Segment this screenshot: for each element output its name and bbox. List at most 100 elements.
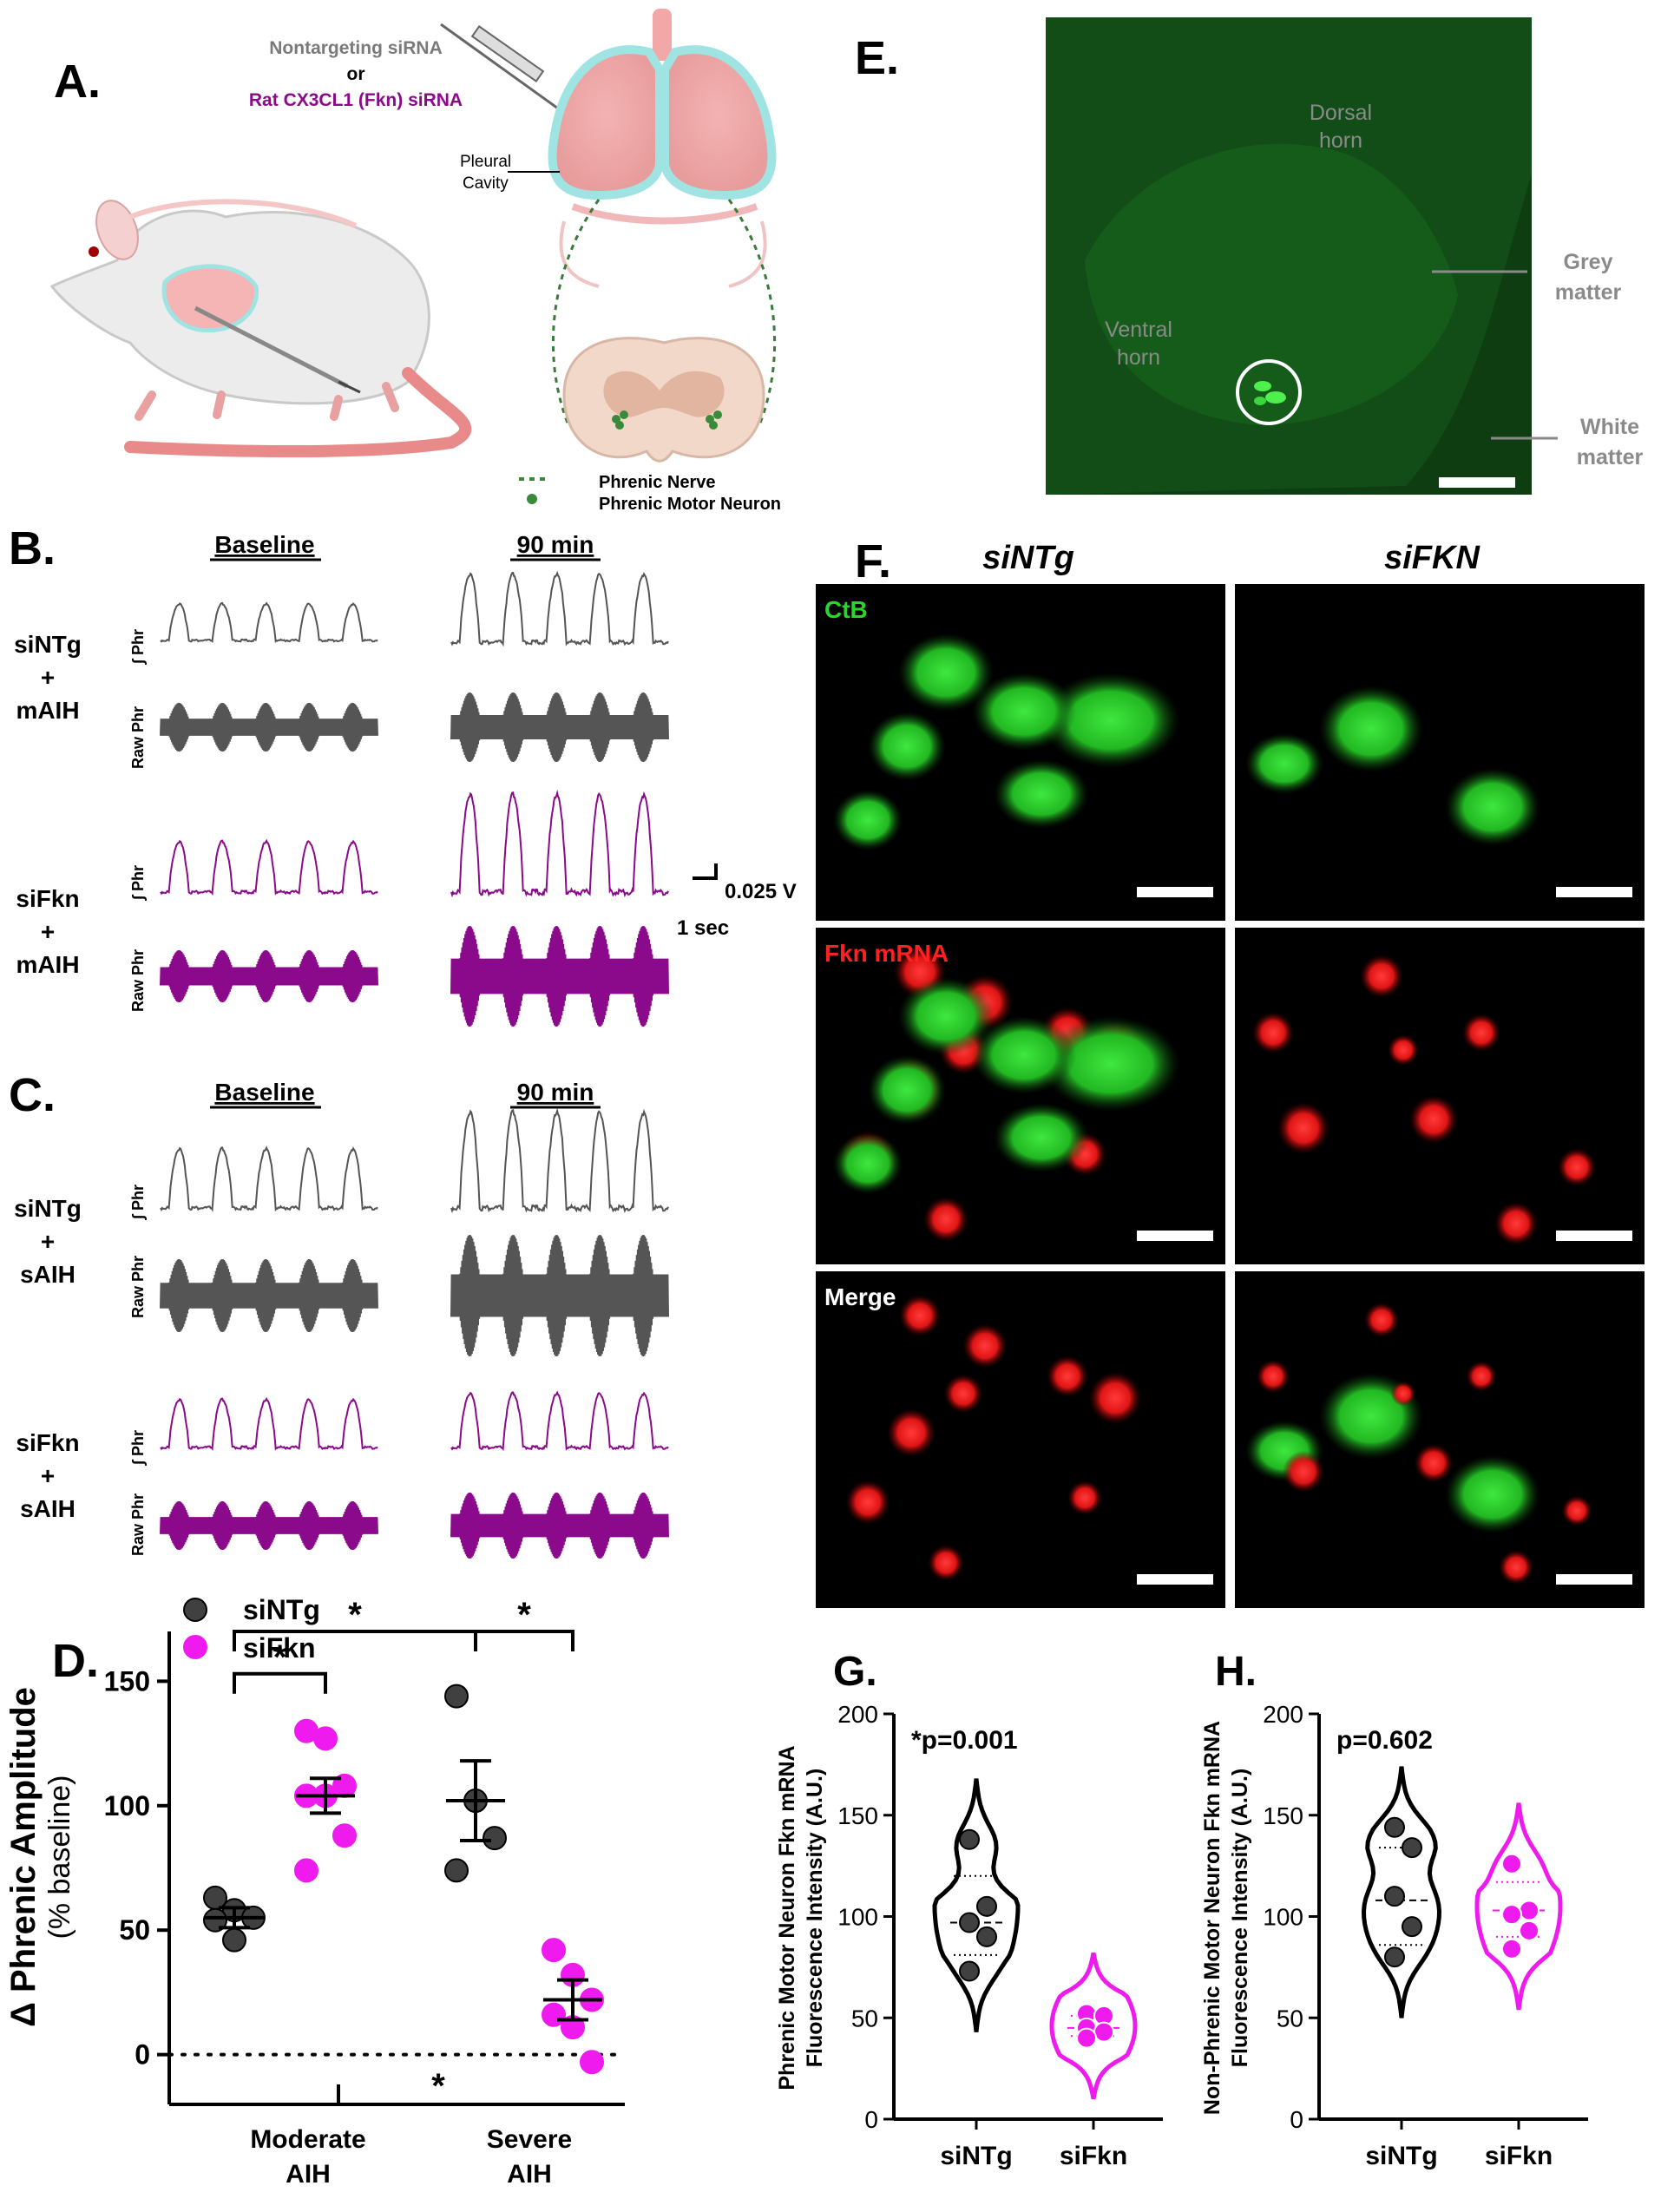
v-ytick-label: 150 <box>837 1802 878 1829</box>
pleural-line1: Pleural <box>460 153 511 171</box>
pleural-line2: Cavity <box>463 174 509 193</box>
grey-line1: Grey <box>1564 250 1613 274</box>
panel-g: G. 0 50 100 150 200 Phrenic Motor Neuron Fkn … <box>775 1649 1163 2170</box>
c-raw-label-1: Raw Phr <box>129 1256 147 1318</box>
ctb-cell <box>1245 733 1323 794</box>
trace-c-sifkn-base-raw <box>160 1500 378 1551</box>
v-point <box>1519 1920 1540 1941</box>
trace-c-sintg-90-raw <box>450 1235 669 1357</box>
fkn-cell <box>1388 1034 1419 1066</box>
b-row1-line3: mAIH <box>16 697 79 724</box>
fkn-cell <box>1558 1148 1596 1186</box>
ctb-cell <box>833 790 903 850</box>
ctb-cell <box>1445 768 1540 846</box>
merge-cell-red <box>887 1408 936 1457</box>
b-row1-line1: siNTg <box>14 631 82 658</box>
v-ytick-label: 200 <box>837 1701 878 1728</box>
merge-cell-red <box>1256 1359 1290 1394</box>
c-row2-plus: + <box>41 1462 55 1489</box>
v-point <box>1384 1816 1405 1838</box>
v-ytick-label: 100 <box>837 1904 878 1931</box>
scale-bar <box>1439 477 1515 488</box>
v-ytick-label: 150 <box>1263 1802 1303 1829</box>
d-legend-sintg: siNTg <box>243 1594 320 1625</box>
merge-cell-red <box>1088 1371 1142 1425</box>
b-int-label-1: ∫ Phr <box>129 629 147 665</box>
trace-c-sintg-90-int <box>450 1107 669 1214</box>
merge-cell-red <box>1390 1381 1416 1407</box>
trace-b-sifkn-90-raw <box>450 926 669 1027</box>
trace-b-sintg-90-raw <box>450 692 669 763</box>
panel-f: F. siNTg siFKN CtB Fkn mRNA Merge <box>816 535 1645 1608</box>
v-point <box>1076 2027 1097 2049</box>
scale-t: 1 sec <box>677 916 729 940</box>
merge-cell-red <box>1067 1480 1102 1515</box>
b-raw-label-1: Raw Phr <box>129 706 147 769</box>
b-row2-plus: + <box>41 918 55 945</box>
v-point <box>1384 1946 1405 1968</box>
d-bracket <box>337 2084 538 2106</box>
v-violin <box>932 1778 1021 2032</box>
d-ytick-label: 50 <box>119 1914 150 1946</box>
d-legend-marker-sifkn <box>183 1635 207 1659</box>
fkn-cell <box>1277 1102 1329 1154</box>
legend-neuron: Phrenic Motor Neuron <box>599 495 781 514</box>
v-ytick-label: 50 <box>1277 2005 1303 2031</box>
d-sig: * <box>517 1596 531 1634</box>
c-col-90: 90 min <box>517 1079 594 1106</box>
merge-cell-red <box>1499 1550 1533 1585</box>
v-point <box>1519 1900 1540 1921</box>
scale-v: 0.025 V <box>725 880 797 903</box>
f-row1: CtB <box>824 596 868 623</box>
v-point <box>1402 1837 1422 1859</box>
d-bracket <box>474 1630 574 1651</box>
v-point <box>976 1926 997 1947</box>
dorsal-line1: Dorsal <box>1310 101 1372 125</box>
v-xtick-label: siFkn <box>1060 2142 1127 2170</box>
fkn-cell <box>1462 1014 1500 1052</box>
f-row3: Merge <box>824 1283 896 1310</box>
injection-line1: Nontargeting siRNA <box>269 38 443 58</box>
panel-g-label: G. <box>833 1649 877 1695</box>
d-legend-marker-sintg <box>183 1598 207 1622</box>
v-xtick-label: siNTg <box>1365 2142 1437 2170</box>
d-point <box>483 1826 507 1851</box>
ctb-cell <box>994 759 1089 829</box>
d-point <box>542 1938 566 1963</box>
fkn-cell <box>1409 1095 1458 1144</box>
v-violin <box>1361 1766 1442 2018</box>
f-col1: siNTg <box>982 540 1074 576</box>
motor-pool-circle <box>1236 359 1302 425</box>
merge-cell-green <box>972 1016 1076 1094</box>
d-xtick-label: Severe <box>487 2125 572 2154</box>
v-xtick-label: siFkn <box>1485 2142 1553 2170</box>
merge-cell-red <box>1283 1451 1324 1493</box>
merge-cell-green <box>868 1055 946 1125</box>
dorsal-line2: horn <box>1319 128 1362 153</box>
grey-line2: matter <box>1555 280 1622 305</box>
d-ytick-label: 150 <box>104 1665 150 1697</box>
v-ytick-label: 0 <box>864 2106 878 2133</box>
panel-c-label: C. <box>9 1069 56 1121</box>
b-row2-line3: mAIH <box>16 951 79 978</box>
v-point <box>976 1895 997 1917</box>
v-ylabel-1: Phrenic Motor Neuron Fkn mRNA <box>775 1745 799 2090</box>
d-point <box>222 1927 246 1953</box>
rat-illustration <box>49 199 472 457</box>
c-row1-plus: + <box>41 1228 55 1255</box>
d-point <box>444 1684 469 1709</box>
merge-cell-green <box>1041 1016 1180 1112</box>
trace-b-sintg-base-raw <box>160 702 378 752</box>
ctb-cell <box>1041 673 1180 768</box>
v-xtick-label: siNTg <box>940 2142 1012 2170</box>
trace-c-sintg-base-int <box>160 1145 378 1212</box>
panel-h: H. 0 50 100 150 200 Non-Phrenic Motor Neuron … <box>1200 1649 1588 2170</box>
ventral-line1: Ventral <box>1105 318 1172 342</box>
v-point <box>1501 1938 1522 1959</box>
merge-cell-red <box>1466 1361 1497 1392</box>
merge-cell-red <box>1561 1495 1592 1526</box>
merge-cell-red <box>899 1295 941 1336</box>
merge-cell-red <box>962 1323 1008 1369</box>
trace-b-sifkn-90-int <box>450 789 669 898</box>
merge-cell-red <box>1047 1355 1088 1397</box>
